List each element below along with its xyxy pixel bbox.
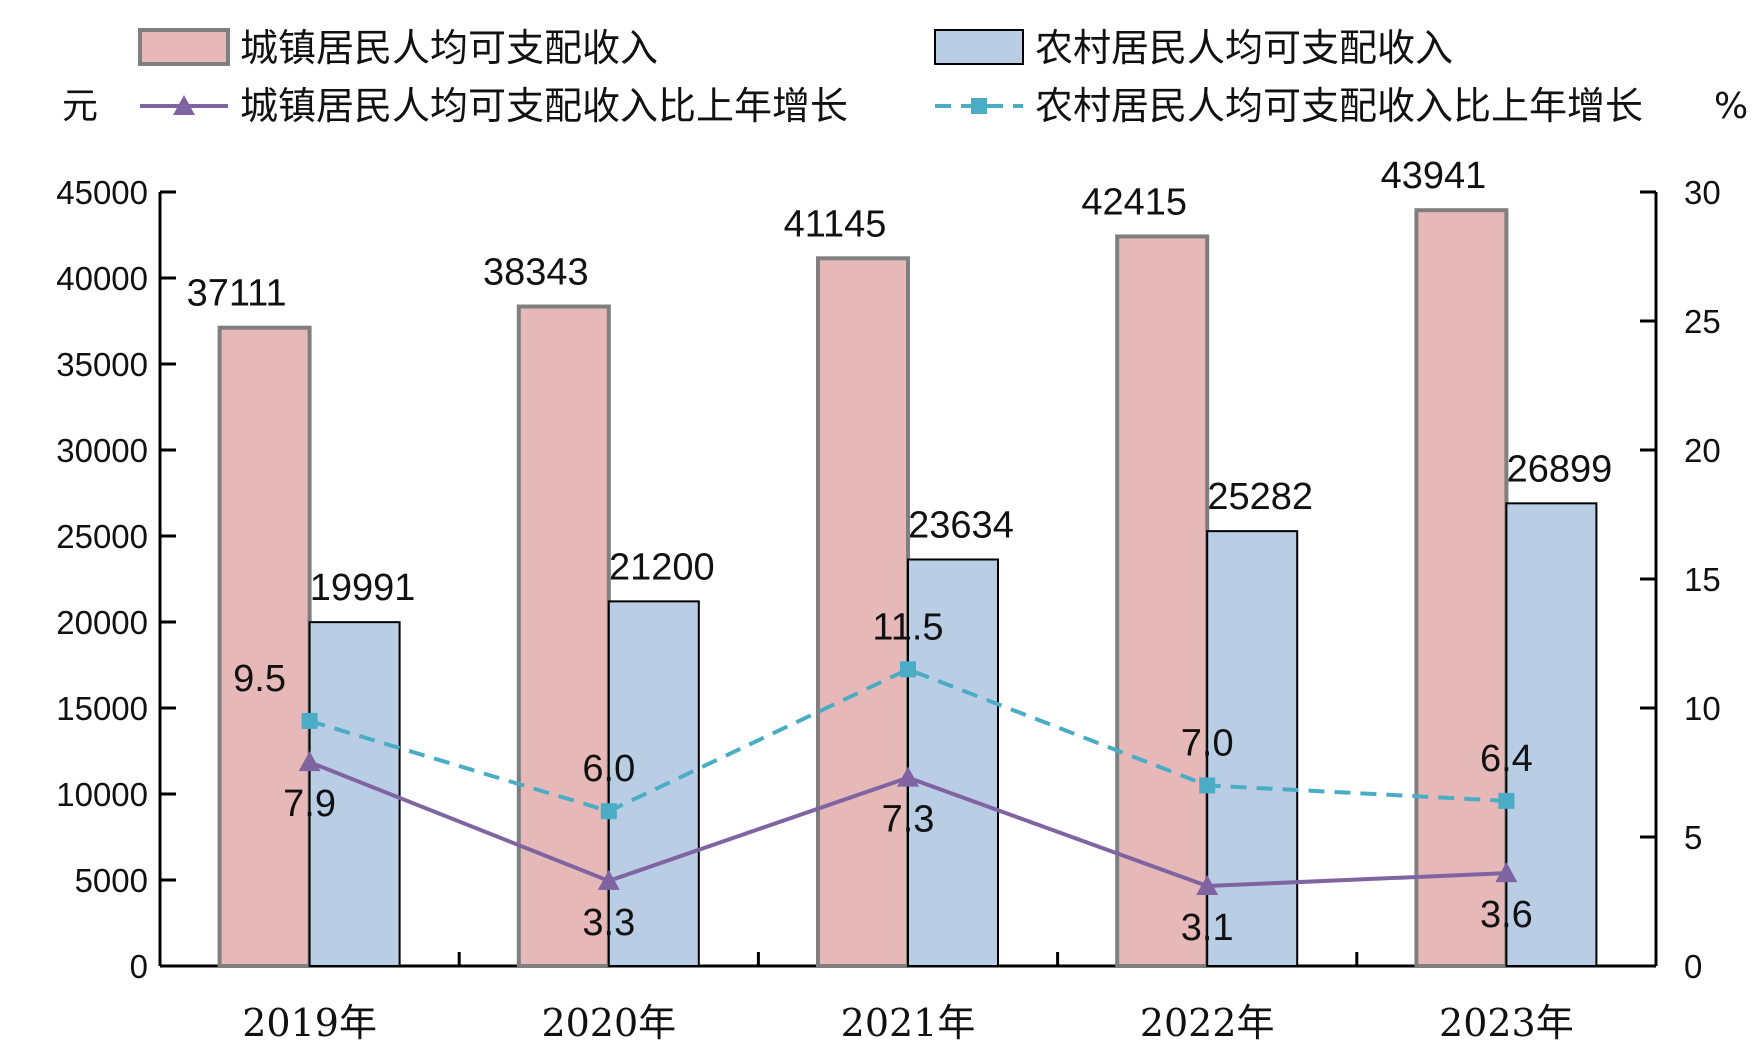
rural-growth-marker — [1498, 792, 1515, 809]
urban-income-bar — [516, 304, 611, 968]
urban-growth-marker — [897, 766, 919, 787]
rural-income-label: 19991 — [310, 567, 416, 609]
rural-growth-label: 7.0 — [1181, 722, 1234, 764]
right-tick-label: 20 — [1684, 432, 1721, 469]
legend-urban-growth-marker — [173, 95, 195, 115]
rural-growth-label: 11.5 — [872, 606, 943, 648]
legend-urban-income-swatch — [138, 28, 230, 66]
urban-growth-label: 3.3 — [582, 902, 635, 944]
rural-income-label: 23634 — [908, 504, 1014, 546]
rural-income-bar — [1206, 530, 1299, 967]
right-tick-label: 5 — [1684, 819, 1702, 856]
urban-growth-marker — [597, 869, 620, 890]
legend-rural-growth-label: 农村居民人均可支配收入比上年增长 — [1035, 84, 1643, 128]
right-tick-label: 10 — [1684, 690, 1721, 727]
urban-income-label: 41145 — [784, 203, 887, 245]
left-tick-label: 45000 — [56, 174, 148, 211]
lines — [298, 661, 1518, 896]
right-tick-label: 0 — [1684, 948, 1702, 985]
x-tick-label: 2020年 — [541, 1001, 676, 1045]
urban-income-label: 37111 — [187, 273, 287, 315]
rural-income-label: 26899 — [1507, 448, 1613, 490]
rural-growth-marker — [900, 661, 916, 678]
rural-growth-line — [309, 667, 1507, 814]
x-tick-label: 2022年 — [1140, 1001, 1275, 1045]
urban-growth-label: 3.1 — [1181, 907, 1234, 949]
urban-growth-label: 7.9 — [283, 783, 336, 825]
left-tick-label: 0 — [130, 948, 148, 985]
left-tick-label: 10000 — [56, 776, 148, 813]
rural-growth-label: 6.0 — [582, 748, 635, 790]
urban-growth-marker — [1495, 862, 1518, 883]
rural-growth-label: 9.5 — [233, 658, 286, 700]
urban-income-bar — [1414, 208, 1509, 969]
urban-growth-marker — [1196, 875, 1219, 896]
legend-urban-income-label: 城镇居民人均可支配收入 — [240, 26, 658, 70]
urban-growth-label: 7.3 — [882, 799, 935, 841]
x-tick-label: 2021年 — [841, 1001, 976, 1045]
legend-rural-income-swatch — [934, 29, 1024, 65]
rural-income-bar — [907, 558, 999, 967]
rural-growth-label: 6.4 — [1480, 738, 1533, 780]
legend-rural-income-label: 农村居民人均可支配收入 — [1035, 26, 1453, 70]
rural-income-label: 25282 — [1207, 476, 1313, 518]
left-tick-label: 5000 — [75, 862, 148, 899]
x-tick-label: 2023年 — [1439, 1001, 1574, 1045]
urban-income-label: 43941 — [1381, 155, 1487, 197]
urban-growth-label: 3.6 — [1480, 894, 1533, 936]
rural-growth-marker — [600, 803, 617, 820]
left-tick-label: 35000 — [56, 346, 148, 383]
data-labels: 37111 38343 41145 42415 43941 19991 21200 23634… — [187, 155, 1613, 949]
right-tick-label: 30 — [1684, 174, 1721, 211]
urban-income-label: 38343 — [483, 252, 589, 294]
legend-urban-growth-label: 城镇居民人均可支配收入比上年增长 — [240, 84, 848, 128]
left-tick-label: 20000 — [56, 604, 148, 641]
urban-income-label: 42415 — [1081, 181, 1187, 223]
left-tick-label: 30000 — [56, 432, 148, 469]
left-axis-unit: 元 — [62, 86, 98, 127]
axes: 0 5000 10000 15000 20000 25000 30000 35000 40000… — [56, 174, 1720, 1045]
right-tick-label: 25 — [1684, 303, 1721, 340]
rural-income-bar — [1505, 502, 1598, 967]
rural-income-label: 21200 — [609, 546, 715, 588]
urban-growth-marker — [298, 751, 321, 772]
left-tick-label: 15000 — [56, 690, 148, 727]
urban-income-bar — [217, 325, 312, 968]
left-tick-label: 40000 — [56, 260, 148, 297]
x-tick-label: 2019年 — [242, 1001, 377, 1045]
left-tick-label: 25000 — [56, 518, 148, 555]
legend-rural-growth-marker — [971, 98, 987, 114]
bars — [217, 208, 1598, 969]
right-axis-unit: % — [1714, 86, 1748, 127]
rural-growth-marker — [301, 712, 318, 729]
rural-income-bar — [607, 600, 700, 967]
rural-growth-marker — [1199, 777, 1216, 794]
right-tick-label: 15 — [1684, 561, 1721, 598]
